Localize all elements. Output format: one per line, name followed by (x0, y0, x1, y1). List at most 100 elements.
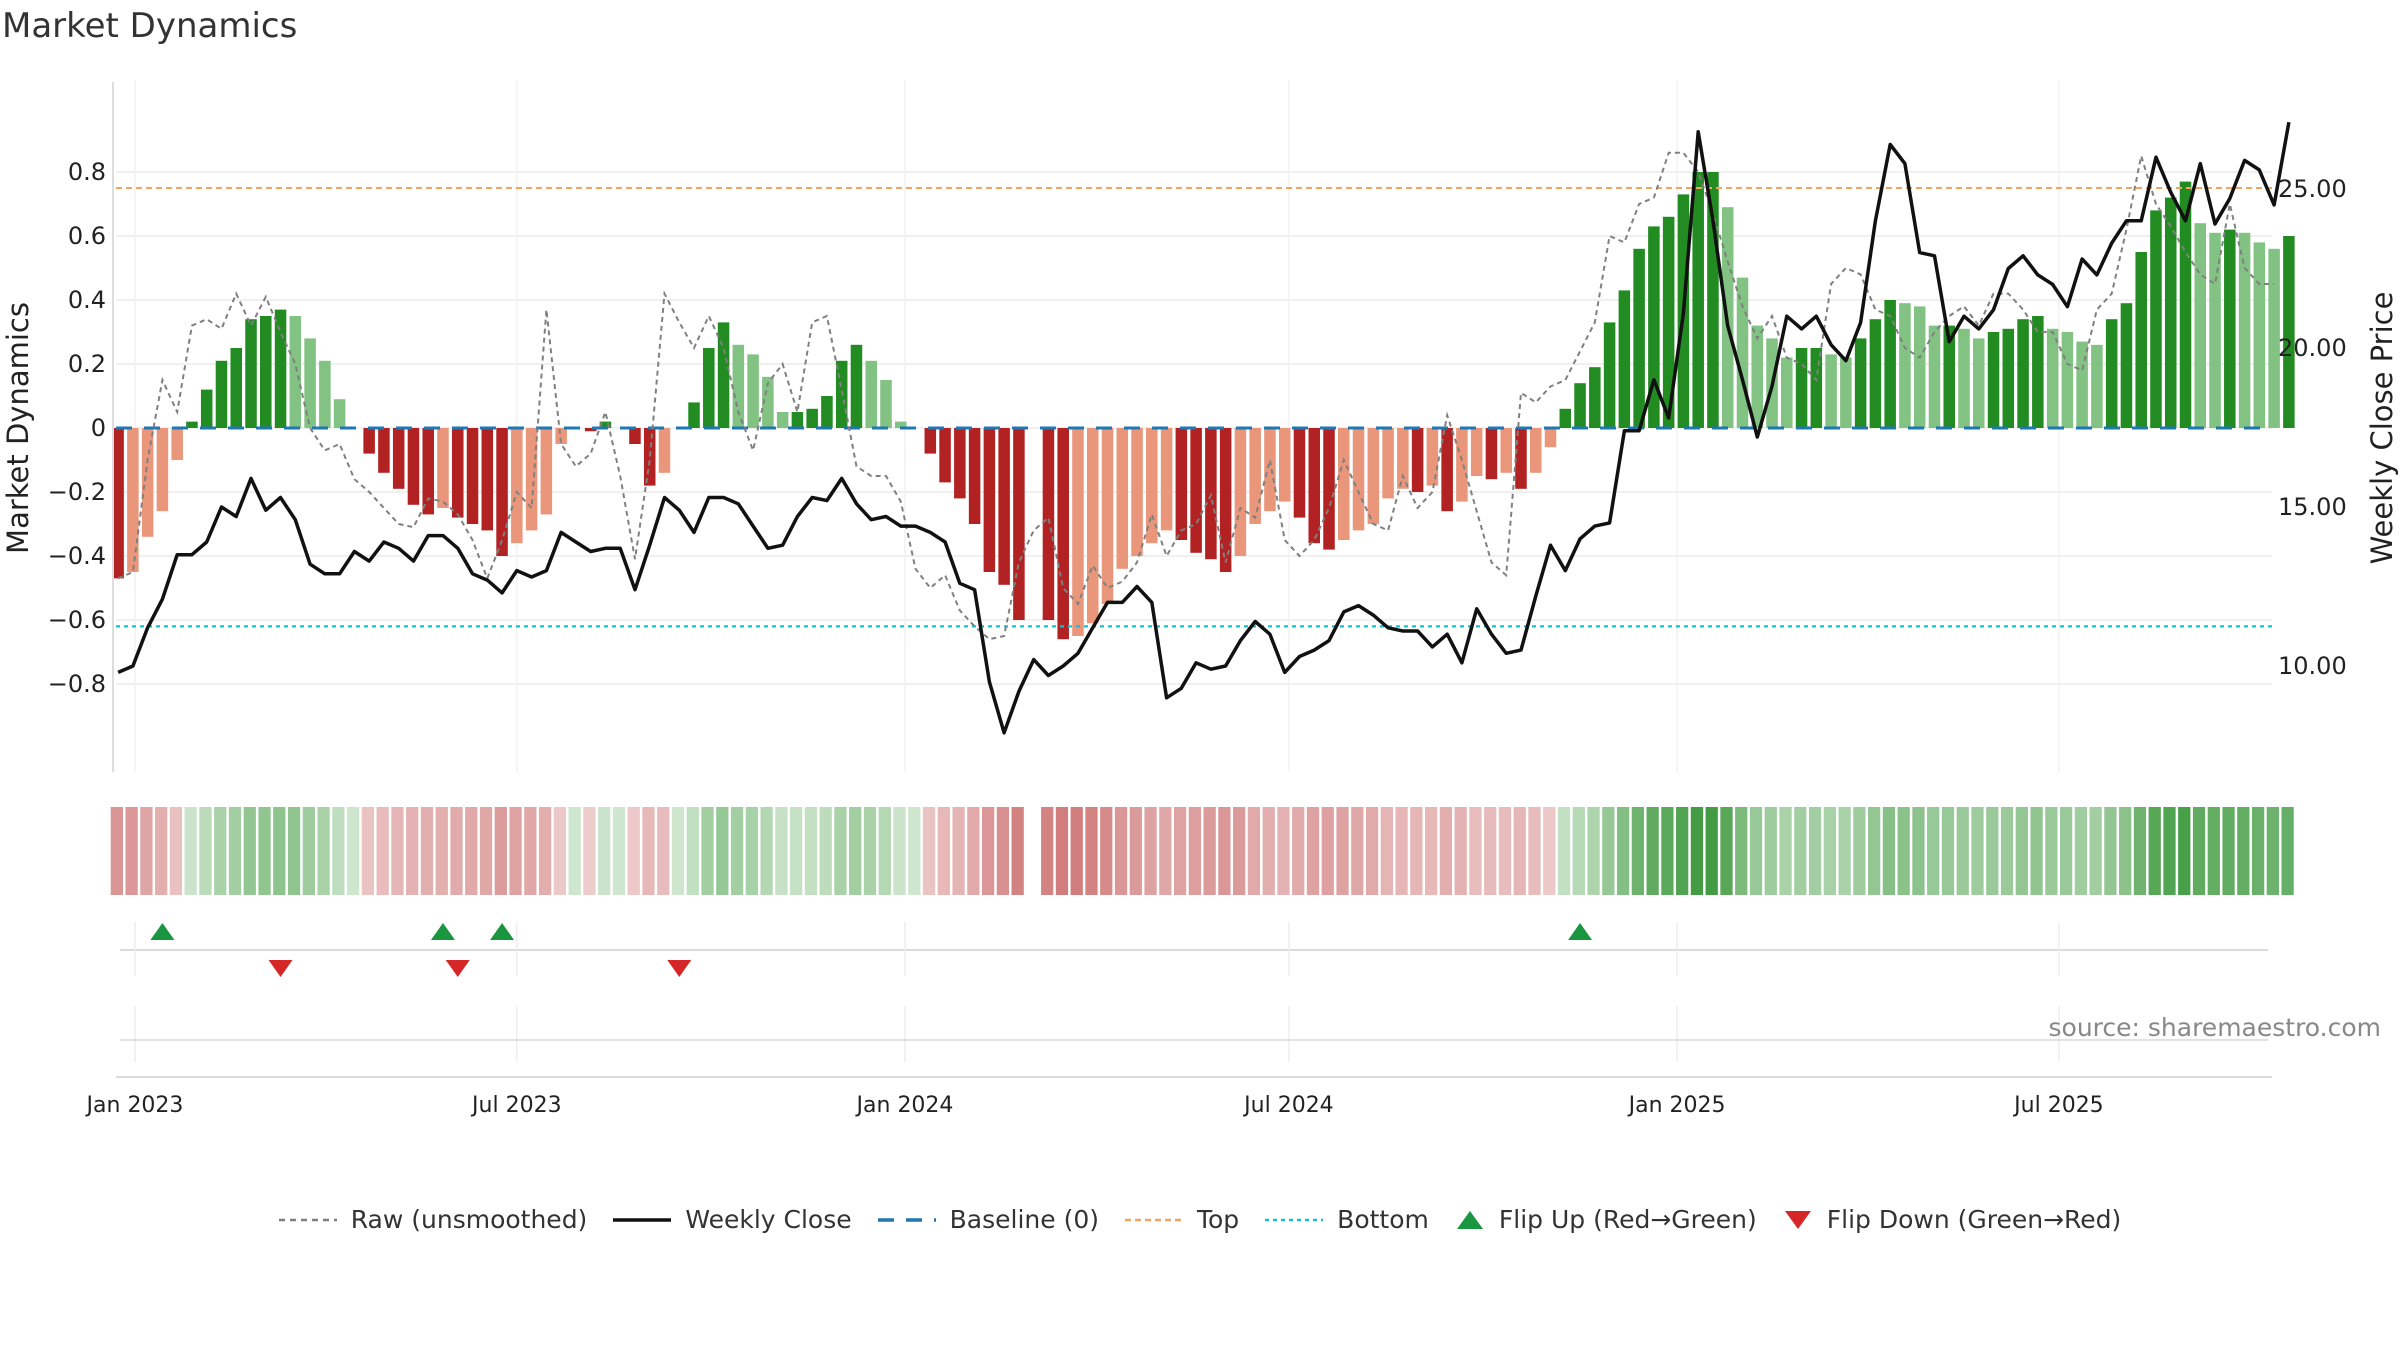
strip-cell-132 (2059, 807, 2073, 895)
strip-cell-19 (391, 807, 404, 895)
strip-cell-121 (1897, 807, 1910, 895)
bar-week-14 (319, 360, 331, 428)
legend-item-baseline: Baseline (0) (877, 1205, 1099, 1234)
source-note: source: sharemaestro.com (2048, 1013, 2382, 1042)
bar-week-37 (658, 428, 671, 473)
strip-cell-141 (2192, 807, 2206, 895)
strip-cell-32 (583, 807, 596, 895)
bar-week-133 (2076, 341, 2088, 428)
strip-cell-115 (1808, 807, 1822, 895)
bar-week-33 (599, 421, 612, 428)
bar-week-66 (1086, 428, 1099, 624)
strip-cell-124 (1941, 807, 1955, 895)
bar-week-29 (540, 428, 553, 515)
strip-cell-49 (834, 807, 847, 895)
strip-cell-133 (2074, 807, 2088, 895)
legend-item-flip-down: Flip Down (Green→Red) (1783, 1205, 2121, 1234)
legend-item-close: Weekly Close (613, 1205, 852, 1234)
flip-down-marker (667, 960, 692, 977)
strip-cell-79 (1277, 807, 1290, 895)
legend-label-bottom: Bottom (1337, 1205, 1429, 1234)
strip-cell-100 (1587, 807, 1600, 895)
bar-week-2 (141, 428, 154, 537)
strip-cell-129 (2015, 807, 2028, 895)
strip-cell-53 (893, 807, 906, 895)
bar-week-135 (2105, 319, 2118, 428)
strip-cell-93 (1484, 807, 1497, 895)
strip-cell-58 (967, 807, 980, 895)
legend-item-bottom: Bottom (1265, 1205, 1429, 1234)
bar-week-28 (525, 428, 538, 531)
bar-week-15 (333, 399, 346, 428)
strip-cell-9 (243, 807, 256, 895)
flip-down-marker (268, 960, 293, 977)
strip-cell-3 (155, 807, 168, 895)
bar-week-141 (2194, 223, 2207, 428)
bar-week-64 (1057, 428, 1069, 640)
strip-cell-13 (302, 807, 315, 895)
bar-week-19 (392, 428, 405, 489)
strip-cell-45 (775, 807, 788, 895)
bar-week-76 (1234, 428, 1247, 556)
x-tick-label: Jan 2023 (85, 1093, 184, 1118)
strip-cell-25 (479, 807, 493, 895)
strip-cell-92 (1469, 807, 1482, 895)
bar-week-96 (1529, 428, 1542, 473)
grid-lines (116, 80, 2272, 772)
strip-cell-52 (878, 807, 891, 895)
y-tick-label: 0.2 (68, 350, 106, 378)
strip-cell-91 (1454, 807, 1467, 895)
y-tick-label: −0.8 (48, 670, 106, 698)
bar-week-114 (1795, 348, 1808, 428)
bar-week-59 (983, 428, 996, 572)
bar-week-139 (2164, 197, 2177, 428)
strip-cell-145 (2251, 807, 2265, 895)
y-tick-label: −0.4 (48, 542, 106, 570)
x-tick-label: Jan 2025 (1627, 1093, 1726, 1118)
strip-cell-146 (2266, 807, 2279, 895)
y-tick-label: 0.8 (68, 158, 106, 186)
bar-week-91 (1456, 428, 1468, 502)
bar-week-3 (156, 428, 169, 512)
bar-week-104 (1648, 226, 1660, 428)
strip-cell-48 (819, 807, 832, 895)
bar-week-35 (629, 428, 641, 444)
legend-item-flip-up: Flip Up (Red→Green) (1455, 1205, 1757, 1234)
strip-cell-4 (169, 807, 183, 895)
strip-cell-8 (228, 807, 242, 895)
flip-up-marker (490, 923, 515, 940)
strip-cell-128 (2000, 807, 2014, 895)
strip-cell-16 (347, 807, 360, 895)
strip-cell-11 (273, 807, 286, 895)
flip-up-marker (430, 923, 455, 940)
flip-down-marker (445, 960, 470, 977)
bar-week-103 (1633, 248, 1645, 428)
bar-week-47 (806, 408, 818, 428)
strip-cell-136 (2119, 807, 2132, 895)
bar-week-131 (2046, 328, 2059, 428)
strip-cell-6 (199, 807, 212, 895)
strip-cell-108 (1705, 807, 1718, 895)
bar-week-115 (1810, 348, 1823, 428)
y-tick-label: 0.6 (68, 222, 106, 250)
strip-cell-80 (1292, 807, 1305, 895)
bar-week-53 (895, 421, 907, 428)
bar-week-143 (2224, 229, 2236, 428)
strip-cell-20 (406, 807, 419, 895)
strip-cell-101 (1602, 807, 1615, 895)
bar-week-124 (1943, 325, 1955, 428)
strip-cell-84 (1351, 807, 1364, 895)
strip-cell-23 (450, 807, 463, 895)
overlay-lines (116, 121, 2291, 735)
strip-cell-78 (1262, 807, 1275, 895)
strip-cell-51 (863, 807, 877, 895)
bar-week-21 (422, 428, 434, 515)
strip-cell-68 (1114, 807, 1128, 895)
bar-week-0 (112, 428, 124, 579)
strip-cell-103 (1631, 807, 1645, 895)
strip-cell-0 (110, 807, 123, 895)
strip-cell-127 (1986, 807, 1999, 895)
strip-cell-57 (952, 807, 965, 895)
regime-strip (110, 807, 2294, 895)
